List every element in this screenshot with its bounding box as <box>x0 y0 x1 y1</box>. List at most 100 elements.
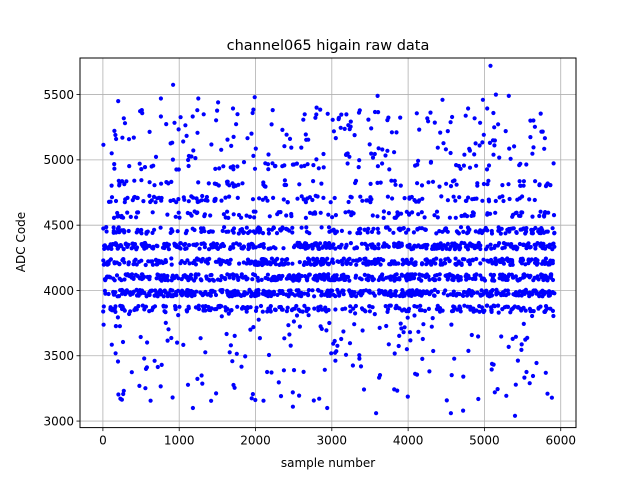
data-point <box>181 342 186 347</box>
data-point <box>152 358 157 363</box>
data-point <box>267 214 272 219</box>
data-point <box>485 106 490 111</box>
data-point <box>295 292 300 297</box>
data-point <box>500 183 505 188</box>
data-point <box>428 110 433 115</box>
data-point <box>511 275 516 280</box>
data-point <box>281 368 286 373</box>
data-point <box>121 228 126 233</box>
data-point <box>321 260 326 265</box>
data-point <box>112 128 117 133</box>
data-point <box>417 289 422 294</box>
data-point <box>290 404 295 409</box>
data-point <box>115 226 120 231</box>
data-point <box>117 324 122 329</box>
data-point <box>141 199 146 204</box>
data-point <box>225 209 230 214</box>
data-point <box>176 127 181 132</box>
data-point <box>260 262 265 268</box>
data-point <box>332 195 337 201</box>
data-point <box>158 225 163 230</box>
data-point <box>377 291 382 296</box>
data-point <box>551 313 556 319</box>
data-point <box>382 244 388 249</box>
x-tick-label: 3000 <box>317 434 348 448</box>
data-point <box>339 259 344 264</box>
data-point <box>281 246 286 251</box>
data-point <box>265 369 270 375</box>
data-point <box>253 308 259 313</box>
data-point <box>487 140 492 145</box>
data-point <box>185 288 190 293</box>
data-point <box>331 129 336 134</box>
data-point <box>490 288 495 293</box>
data-point <box>219 147 224 152</box>
data-point <box>514 230 519 235</box>
data-point <box>321 151 326 157</box>
data-point <box>261 182 266 187</box>
data-point <box>142 165 148 170</box>
data-point <box>352 133 357 138</box>
data-point <box>407 196 412 201</box>
data-point <box>504 393 509 398</box>
data-point <box>207 256 212 261</box>
data-point <box>367 142 372 147</box>
data-point <box>550 290 555 295</box>
data-point <box>474 243 479 248</box>
data-point <box>540 230 545 235</box>
data-point <box>221 212 226 217</box>
data-point <box>509 242 514 247</box>
data-point <box>266 352 272 358</box>
data-point <box>376 110 381 115</box>
data-point <box>237 261 242 266</box>
data-point <box>397 333 402 338</box>
data-point <box>489 367 494 372</box>
data-point <box>304 225 309 230</box>
data-point <box>467 146 472 151</box>
data-point <box>209 398 214 403</box>
data-point <box>222 225 227 230</box>
data-point <box>432 213 437 218</box>
data-point <box>371 291 376 296</box>
data-point <box>411 275 417 281</box>
data-point <box>249 290 254 295</box>
data-point <box>414 244 419 249</box>
data-point <box>528 244 533 250</box>
data-point <box>230 181 235 186</box>
data-point <box>417 127 422 132</box>
data-point <box>202 245 207 250</box>
data-point <box>234 273 239 278</box>
data-point <box>245 136 250 141</box>
data-point <box>285 200 290 205</box>
data-point <box>386 290 392 295</box>
data-point <box>248 327 253 332</box>
data-point <box>542 214 547 219</box>
data-point <box>528 309 533 314</box>
data-point <box>161 294 166 299</box>
data-point <box>305 261 310 266</box>
data-point <box>383 304 388 309</box>
data-point <box>120 179 125 184</box>
data-point <box>520 194 525 199</box>
data-point <box>149 288 155 293</box>
data-point <box>442 260 447 266</box>
data-point <box>398 183 403 188</box>
data-point <box>497 276 502 281</box>
data-point <box>461 229 466 234</box>
data-point <box>184 133 189 138</box>
data-point <box>223 308 228 313</box>
data-point <box>340 288 345 293</box>
data-point <box>423 242 428 248</box>
data-point <box>204 274 209 279</box>
data-point <box>201 112 206 117</box>
data-point <box>317 396 322 401</box>
data-point <box>284 309 289 314</box>
data-point <box>261 245 266 250</box>
data-point <box>212 289 217 294</box>
data-point <box>503 231 508 236</box>
data-point <box>465 247 471 252</box>
data-point <box>375 226 380 231</box>
data-point <box>521 179 527 184</box>
data-point <box>414 111 419 116</box>
data-point <box>321 244 326 249</box>
